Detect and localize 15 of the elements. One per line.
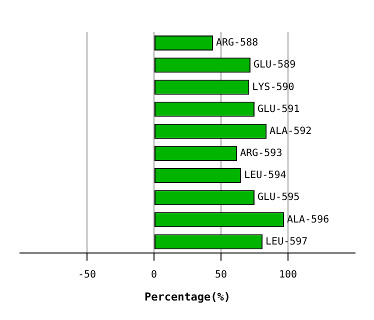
x-tick-label: 0	[150, 269, 158, 280]
y-tick-label: GLU-595	[258, 192, 300, 204]
x-tick-label: -50	[78, 269, 96, 280]
y-tick-label: GLU-589	[253, 60, 296, 71]
y-tick-label: LEU-594	[244, 170, 286, 182]
y-tick-label: ARG-588	[216, 38, 258, 49]
y-tick-label: ALA-596	[286, 214, 330, 226]
y-tick-label: LEU-597	[266, 236, 308, 248]
y-tick-label: ARG-593	[240, 148, 282, 160]
x-tick-label: 100	[278, 269, 298, 280]
y-tick-label: LYS-590	[252, 82, 294, 93]
x-tick-label: 50	[214, 269, 228, 280]
x-axis-title: Percentage(%)	[144, 290, 231, 304]
y-tick-label: GLU-591	[258, 104, 300, 115]
y-tick-label: ALA-592	[270, 126, 312, 137]
